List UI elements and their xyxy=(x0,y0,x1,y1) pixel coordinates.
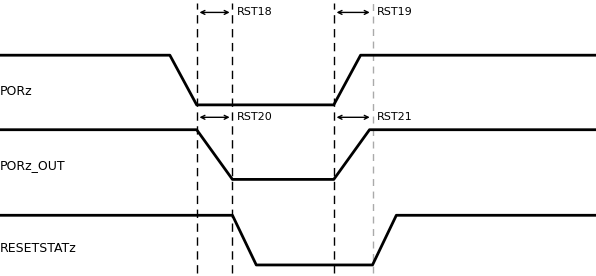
Text: RST18: RST18 xyxy=(237,7,272,17)
Text: PORz_OUT: PORz_OUT xyxy=(0,159,66,172)
Text: RESETSTATz: RESETSTATz xyxy=(0,242,77,255)
Text: PORz: PORz xyxy=(0,84,33,98)
Text: RST21: RST21 xyxy=(377,112,412,122)
Text: RST19: RST19 xyxy=(377,7,412,17)
Text: RST20: RST20 xyxy=(237,112,272,122)
